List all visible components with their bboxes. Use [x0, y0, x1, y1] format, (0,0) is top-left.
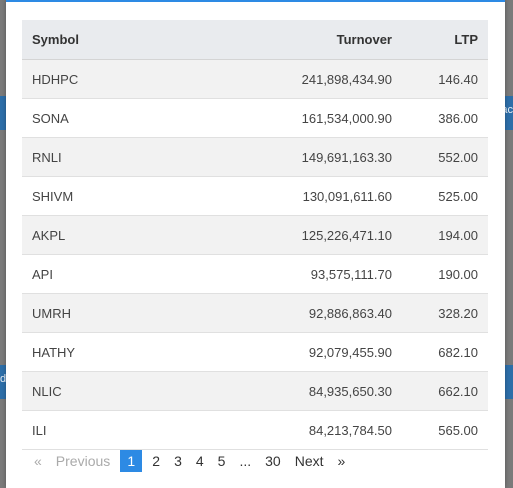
previous-arrow-icon: « [34, 453, 42, 469]
cell-turnover: 130,091,611.60 [172, 176, 402, 216]
next-page-button[interactable]: Next [294, 453, 324, 469]
cell-symbol: HATHY [22, 332, 172, 372]
table-row[interactable]: API 93,575,111.70 190.00 [22, 254, 488, 294]
cell-symbol: AKPL [22, 215, 172, 255]
turnover-table: Symbol Turnover LTP HDHPC 241,898,434.90… [22, 20, 488, 450]
cell-ltp: 386.00 [402, 98, 488, 138]
cell-ltp: 190.00 [402, 254, 488, 294]
turnover-modal: Symbol Turnover LTP HDHPC 241,898,434.90… [6, 0, 505, 488]
cell-ltp: 552.00 [402, 137, 488, 177]
cell-ltp: 328.20 [402, 293, 488, 333]
page-4-button[interactable]: 4 [195, 453, 204, 469]
cell-turnover: 92,079,455.90 [172, 332, 402, 372]
column-header-turnover[interactable]: Turnover [172, 20, 402, 60]
page-5-button[interactable]: 5 [217, 453, 226, 469]
table-row[interactable]: NLIC 84,935,650.30 662.10 [22, 371, 488, 411]
cell-ltp: 525.00 [402, 176, 488, 216]
cell-turnover: 241,898,434.90 [172, 59, 402, 99]
cell-symbol: SHIVM [22, 176, 172, 216]
cell-turnover: 125,226,471.10 [172, 215, 402, 255]
cell-ltp: 565.00 [402, 410, 488, 450]
page-1-button[interactable]: 1 [120, 450, 143, 472]
previous-page-button[interactable]: Previous [55, 453, 111, 469]
table-row[interactable]: ILI 84,213,784.50 565.00 [22, 410, 488, 450]
cell-turnover: 93,575,111.70 [172, 254, 402, 294]
table-row[interactable]: SHIVM 130,091,611.60 525.00 [22, 176, 488, 216]
background-text-fragment: d [0, 373, 7, 385]
cell-symbol: ILI [22, 410, 172, 450]
cell-turnover: 161,534,000.90 [172, 98, 402, 138]
page-30-button[interactable]: 30 [265, 453, 281, 469]
cell-turnover: 92,886,863.40 [172, 293, 402, 333]
cell-ltp: 146.40 [402, 59, 488, 99]
cell-symbol: API [22, 254, 172, 294]
page-3-button[interactable]: 3 [174, 453, 182, 469]
table-row[interactable]: AKPL 125,226,471.10 194.00 [22, 215, 488, 255]
column-header-symbol[interactable]: Symbol [22, 20, 172, 60]
cell-symbol: UMRH [22, 293, 172, 333]
column-header-ltp[interactable]: LTP [402, 20, 488, 60]
table-header-row: Symbol Turnover LTP [22, 20, 488, 60]
cell-ltp: 682.10 [402, 332, 488, 372]
cell-symbol: SONA [22, 98, 172, 138]
table-row[interactable]: SONA 161,534,000.90 386.00 [22, 98, 488, 138]
pagination-ellipsis: ... [239, 453, 252, 469]
cell-turnover: 84,935,650.30 [172, 371, 402, 411]
page-2-button[interactable]: 2 [152, 453, 161, 469]
cell-symbol: NLIC [22, 371, 172, 411]
next-arrow-icon[interactable]: » [337, 453, 346, 469]
pagination: « Previous 1 2 3 4 5 ... 30 Next » [30, 450, 355, 472]
cell-turnover: 149,691,163.30 [172, 137, 402, 177]
cell-symbol: HDHPC [22, 59, 172, 99]
table-row[interactable]: RNLI 149,691,163.30 552.00 [22, 137, 488, 177]
cell-turnover: 84,213,784.50 [172, 410, 402, 450]
background-text-fragment: ac [501, 104, 513, 116]
cell-symbol: RNLI [22, 137, 172, 177]
table-row[interactable]: HATHY 92,079,455.90 682.10 [22, 332, 488, 372]
cell-ltp: 662.10 [402, 371, 488, 411]
table-row[interactable]: UMRH 92,886,863.40 328.20 [22, 293, 488, 333]
table-row[interactable]: HDHPC 241,898,434.90 146.40 [22, 59, 488, 99]
cell-ltp: 194.00 [402, 215, 488, 255]
